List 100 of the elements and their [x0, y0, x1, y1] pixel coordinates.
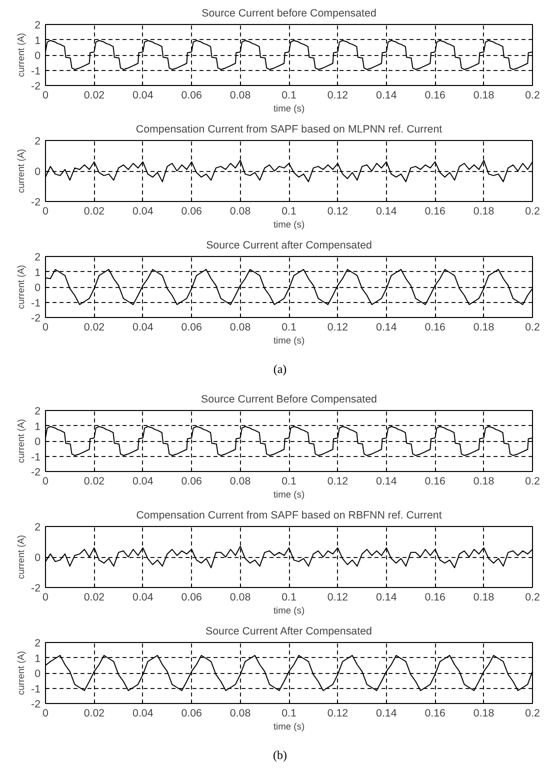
x-tick-label: 0.18: [473, 592, 494, 604]
x-tick-label: 0.06: [181, 708, 202, 720]
x-tick-label: 0.08: [230, 206, 251, 218]
x-axis-title: time (s): [273, 490, 305, 500]
x-tick-label: 0.14: [376, 476, 397, 488]
y-tick-label: 2: [34, 252, 41, 264]
x-tick-label: 0.16: [424, 90, 446, 102]
y-tick-label: -2: [31, 196, 41, 208]
text: (a): [273, 361, 287, 378]
x-tick-label: 0.14: [376, 708, 397, 720]
y-tick-label: -1: [31, 297, 41, 310]
x-tick-label: 0.1: [282, 708, 296, 720]
y-tick-label: 1: [34, 34, 41, 47]
y-axis-title: current (A): [16, 418, 26, 464]
x-tick-label: 0.1: [282, 90, 296, 102]
chart-title: Source Current after Compensated: [206, 240, 372, 252]
y-tick-label: -1: [31, 683, 41, 696]
x-axis-title: time (s): [273, 336, 305, 346]
y-tick-label: 1: [34, 652, 41, 665]
y-tick-label: -2: [31, 80, 41, 92]
x-tick-label: 0.02: [84, 322, 105, 334]
x-tick-label: 0.14: [376, 206, 397, 218]
y-tick-label: -1: [31, 451, 41, 464]
x-tick-label: 0.2: [525, 206, 540, 218]
x-tick-label: 0: [42, 708, 49, 720]
x-tick-label: 0: [42, 322, 49, 334]
x-tick-label: 0.02: [84, 476, 105, 488]
x-tick-label: 0.2: [525, 708, 540, 720]
x-tick-label: 0.04: [132, 90, 154, 102]
x-tick-label: 0.08: [230, 322, 251, 334]
chart-title: Source Current Before Compensated: [201, 394, 378, 406]
x-tick-label: 0.18: [473, 90, 494, 102]
y-axis-title: current (A): [16, 148, 26, 194]
x-tick-label: 0.1: [282, 476, 296, 488]
y-tick-label: 0: [34, 282, 41, 294]
chart-title: Compensation Current from SAPF based on RBFNN ref. Current: [136, 510, 442, 522]
y-tick-label: -2: [31, 698, 41, 710]
y-tick-label: -2: [31, 466, 41, 478]
x-tick-label: 0.06: [181, 90, 202, 102]
x-tick-label: 0.04: [132, 708, 154, 720]
y-tick-label: 0: [34, 668, 41, 680]
x-tick-label: 0.1: [282, 206, 296, 218]
y-tick-label: 2: [34, 522, 41, 534]
x-tick-label: 0: [42, 476, 49, 488]
x-tick-label: 0.18: [473, 206, 494, 218]
y-tick-label: 0: [34, 552, 41, 564]
x-axis-title: time (s): [273, 722, 305, 732]
x-tick-label: 0.12: [327, 206, 348, 218]
x-tick-label: 0: [42, 592, 49, 604]
x-tick-label: 0.08: [230, 476, 251, 488]
x-tick-label: 0.02: [84, 592, 105, 604]
x-tick-label: 0.12: [327, 476, 348, 488]
x-tick-label: 0.1: [282, 592, 296, 604]
x-tick-label: 0.04: [132, 592, 154, 604]
x-tick-label: 0.04: [132, 476, 154, 488]
x-tick-label: 0.08: [230, 708, 251, 720]
x-tick-label: 0.16: [424, 206, 446, 218]
x-tick-label: 0.14: [376, 592, 397, 604]
y-tick-label: 2: [34, 136, 41, 148]
x-axis-title: time (s): [273, 220, 305, 230]
x-tick-label: 0.06: [181, 592, 202, 604]
y-axis-title: current (A): [16, 534, 26, 580]
x-tick-label: 0.16: [424, 592, 446, 604]
y-tick-label: 1: [34, 266, 41, 279]
x-tick-label: 0.14: [376, 90, 397, 102]
y-tick-label: -2: [31, 312, 41, 324]
x-axis-title: time (s): [273, 104, 305, 114]
x-tick-label: 0: [42, 206, 49, 218]
x-tick-label: 0.12: [327, 708, 348, 720]
chart-title: Source Current before Compensated: [202, 8, 376, 20]
x-tick-label: 0.04: [132, 206, 154, 218]
x-tick-label: 0.12: [327, 592, 348, 604]
x-tick-label: 0.18: [473, 322, 494, 334]
x-tick-label: 0.18: [473, 708, 494, 720]
y-tick-label: 1: [34, 420, 41, 433]
x-tick-label: 0.06: [181, 476, 202, 488]
x-tick-label: 0.08: [230, 90, 251, 102]
x-tick-label: 0.2: [525, 322, 540, 334]
x-tick-label: 0.1: [282, 322, 296, 334]
x-tick-label: 0: [42, 90, 49, 102]
x-tick-label: 0.02: [84, 206, 105, 218]
y-axis-title: current (A): [16, 264, 26, 310]
x-tick-label: 0.04: [132, 322, 154, 334]
y-tick-label: 0: [34, 50, 41, 62]
x-tick-label: 0.02: [84, 90, 105, 102]
chart-title: Compensation Current from SAPF based on MLPNN ref. Current: [136, 124, 442, 136]
chart-title: Source Current After Compensated: [205, 626, 372, 638]
x-tick-label: 0.2: [525, 476, 540, 488]
x-tick-label: 0.14: [376, 322, 397, 334]
y-tick-label: 2: [34, 638, 41, 650]
x-tick-label: 0.08: [230, 592, 251, 604]
y-axis-title: current (A): [16, 650, 26, 696]
y-tick-label: 2: [34, 20, 41, 32]
x-tick-label: 0.12: [327, 322, 348, 334]
y-axis-title: current (A): [16, 32, 26, 78]
x-axis-title: time (s): [273, 606, 305, 616]
x-tick-label: 0.16: [424, 322, 446, 334]
y-tick-label: 0: [34, 436, 41, 448]
x-tick-label: 0.18: [473, 476, 494, 488]
x-tick-label: 0.2: [525, 592, 540, 604]
